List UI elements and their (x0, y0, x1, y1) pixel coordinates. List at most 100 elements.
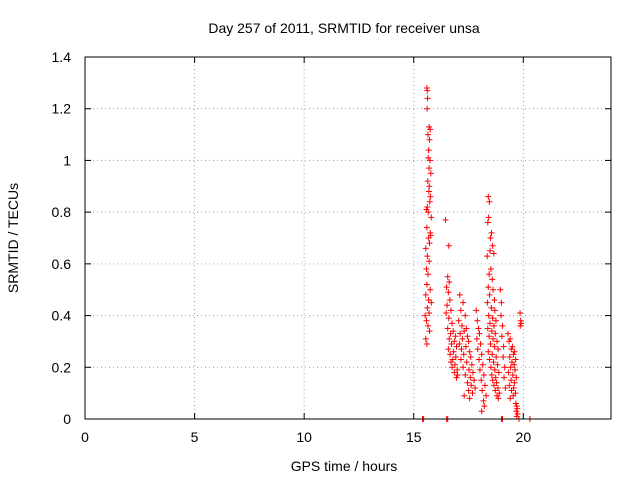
data-point (448, 359, 455, 366)
data-point (447, 351, 454, 358)
tick-layer: 0 5 10 15 20 0 0.2 0.4 0.6 0.8 1 1.2 1.4 (52, 49, 611, 445)
data-point (448, 341, 455, 348)
data-point (485, 312, 492, 319)
data-point (476, 356, 483, 363)
data-point (495, 346, 502, 353)
data-point (501, 374, 508, 381)
data-point (491, 366, 498, 373)
data-point (471, 377, 478, 384)
data-point (422, 245, 429, 252)
data-point (508, 346, 515, 353)
data-point (474, 317, 481, 324)
data-point (426, 157, 433, 164)
data-point (423, 224, 430, 231)
data-point (465, 366, 472, 373)
data-point (506, 353, 513, 360)
data-point (517, 322, 524, 329)
data-point (428, 299, 435, 306)
data-point (486, 356, 493, 363)
data-point (468, 382, 475, 389)
data-point (453, 374, 460, 381)
data-point (458, 322, 465, 329)
data-point (484, 299, 491, 306)
data-point (426, 165, 433, 172)
data-point (445, 242, 452, 249)
data-point (492, 317, 499, 324)
data-point (502, 384, 509, 391)
data-point (501, 364, 508, 371)
data-point (444, 325, 451, 332)
data-point (512, 356, 519, 363)
data-point (462, 343, 469, 350)
data-point (495, 369, 502, 376)
data-point (427, 286, 434, 293)
data-point (448, 307, 455, 314)
data-point (494, 338, 501, 345)
data-point (490, 286, 497, 293)
data-point (472, 384, 479, 391)
data-point (486, 291, 493, 298)
data-point (426, 123, 433, 130)
data-point (510, 351, 517, 358)
data-point (484, 253, 491, 260)
data-point (465, 387, 472, 394)
data-point (447, 330, 454, 337)
data-point (484, 325, 491, 332)
data-point (477, 341, 484, 348)
data-point (426, 183, 433, 190)
data-point (489, 351, 496, 358)
data-point (479, 361, 486, 368)
data-point (469, 369, 476, 376)
data-point (500, 343, 507, 350)
data-point (467, 353, 474, 360)
chart-title: Day 257 of 2011, SRMTID for receiver uns… (208, 20, 480, 36)
data-point (443, 309, 450, 316)
y-tick-label: 0 (63, 411, 71, 427)
data-point (445, 315, 452, 322)
data-point (444, 273, 451, 280)
data-point (487, 320, 494, 327)
data-point (422, 335, 429, 342)
data-point (424, 87, 431, 94)
data-point (444, 302, 451, 309)
data-point (510, 392, 517, 399)
data-point (475, 325, 482, 332)
data-point (486, 198, 493, 205)
data-point (509, 343, 516, 350)
data-point (473, 335, 480, 342)
data-point (480, 372, 487, 379)
data-point (487, 235, 494, 241)
data-point (513, 408, 520, 415)
data-point (463, 359, 470, 366)
data-point (445, 346, 452, 353)
data-point (493, 379, 500, 386)
data-point (495, 395, 502, 402)
data-point (512, 366, 519, 373)
data-point (517, 309, 524, 316)
data-point (489, 276, 496, 283)
data-points (419, 85, 533, 422)
data-point (512, 400, 519, 407)
data-point (487, 266, 494, 273)
data-point (505, 369, 512, 376)
data-point (446, 278, 453, 285)
data-point (490, 250, 497, 257)
data-point (424, 131, 431, 138)
data-point (423, 266, 430, 273)
data-point (481, 382, 488, 389)
x-tick-label: 10 (296, 429, 312, 445)
data-point (498, 299, 505, 306)
data-point (490, 382, 497, 389)
data-point (476, 366, 483, 373)
data-point (462, 312, 469, 319)
data-point (485, 193, 492, 200)
data-point (425, 297, 432, 304)
data-point (468, 361, 475, 368)
data-point (459, 335, 466, 342)
data-point (446, 297, 453, 304)
y-tick-label: 0.4 (52, 308, 72, 324)
data-point (426, 258, 433, 265)
y-tick-label: 0.6 (52, 256, 72, 272)
data-point (460, 299, 467, 306)
